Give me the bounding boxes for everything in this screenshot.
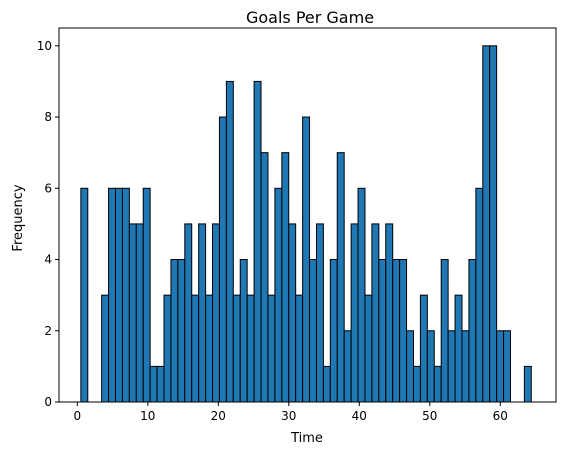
histogram-bar: [336, 152, 345, 403]
histogram-bar: [364, 294, 373, 403]
histogram-bar: [295, 294, 304, 403]
histogram-bar: [121, 187, 130, 403]
histogram-bar: [212, 223, 220, 403]
y-tick-label: 10: [37, 39, 52, 53]
histogram-bar: [191, 294, 200, 403]
histogram-bar: [239, 259, 248, 403]
histogram-bar: [288, 223, 297, 403]
histogram-bar: [371, 223, 380, 403]
histogram-bar: [108, 187, 117, 403]
histogram-bar: [475, 187, 484, 403]
histogram-bar: [482, 45, 491, 403]
histogram-bar: [184, 223, 193, 403]
histogram-bar: [461, 330, 470, 403]
x-tick-label: 60: [493, 409, 508, 423]
histogram-bar: [205, 294, 214, 403]
histogram-bar: [399, 259, 408, 403]
histogram-bar: [350, 223, 359, 403]
histogram-bar: [101, 294, 110, 403]
histogram-bar: [156, 365, 165, 403]
histogram-bar: [447, 330, 456, 403]
histogram-bar: [496, 330, 505, 403]
histogram-bar: [302, 116, 311, 403]
x-tick-label: 40: [352, 409, 367, 423]
x-tick-label: 30: [281, 409, 296, 423]
histogram-bar: [163, 294, 172, 403]
histogram-bar: [454, 294, 463, 403]
histogram-bar: [198, 223, 207, 403]
histogram-bar: [378, 259, 387, 403]
plot-frame: [58, 27, 557, 403]
y-tick-label: 4: [44, 253, 52, 267]
histogram-bar: [149, 365, 158, 403]
histogram-bar: [232, 294, 241, 403]
histogram-bar: [357, 187, 366, 403]
histogram-bar: [128, 223, 137, 403]
histogram-bar: [267, 294, 276, 403]
histogram-bar: [177, 259, 186, 403]
histogram-bar: [440, 259, 449, 403]
histogram-bar: [218, 116, 227, 403]
histogram-bar: [343, 330, 352, 403]
histogram-bar: [412, 365, 421, 403]
histogram-bar: [322, 365, 331, 403]
histogram-bar: [315, 223, 324, 403]
histogram-bar: [503, 330, 512, 403]
histogram-bar: [329, 259, 338, 403]
histogram-bar: [135, 223, 144, 403]
x-tick-label: 10: [140, 409, 155, 423]
x-tick-label: 50: [422, 409, 437, 423]
histogram-bar: [246, 294, 255, 403]
x-tick-label: 20: [211, 409, 226, 423]
histogram-bar: [468, 259, 477, 403]
histogram-bar: [274, 187, 283, 403]
histogram-bar: [419, 294, 428, 403]
chart-title: Goals Per Game: [246, 8, 374, 27]
histogram-bar: [253, 80, 262, 403]
histogram-bar: [142, 187, 151, 403]
histogram-bar: [309, 259, 317, 403]
histogram-bar: [426, 330, 435, 403]
histogram-bar: [225, 80, 234, 403]
y-tick-label: 6: [44, 181, 52, 195]
histogram-bar: [281, 152, 290, 403]
y-axis-ticks: 0 2 4 6 8 10: [37, 39, 59, 409]
histogram-bar: [80, 187, 89, 403]
bars-group: [80, 45, 532, 403]
y-axis-label: Frequency: [11, 184, 26, 251]
y-tick-label: 2: [44, 324, 52, 338]
y-tick-label: 0: [44, 395, 52, 409]
x-axis-label: Time: [290, 431, 323, 446]
y-tick-label: 8: [44, 110, 52, 124]
histogram-bar: [392, 259, 401, 403]
histogram-bar: [523, 365, 532, 403]
histogram-bar: [115, 187, 123, 403]
x-tick-label: 0: [74, 409, 82, 423]
histogram-bar: [170, 259, 179, 403]
histogram-bar: [385, 223, 394, 403]
histogram-bar: [489, 45, 498, 403]
histogram-bar: [260, 152, 269, 403]
histogram-bar: [433, 365, 442, 403]
x-axis-ticks: 0 10 20 30 40 50 60: [74, 402, 508, 423]
histogram-bar: [406, 330, 414, 403]
